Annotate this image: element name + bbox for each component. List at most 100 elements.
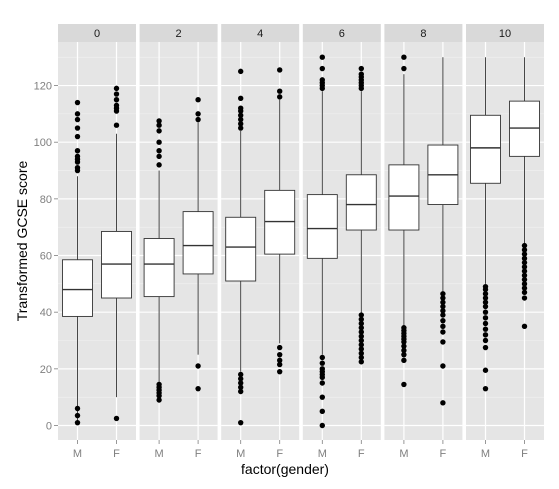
y-axis: 0 20 40 60 80 100 120 <box>34 81 58 433</box>
outlier-point <box>195 385 201 392</box>
facet-strip <box>466 24 544 42</box>
outlier-point <box>401 381 407 388</box>
box-iqr <box>306 194 338 259</box>
outlier-point <box>238 371 244 378</box>
box-iqr <box>509 100 540 157</box>
box-M-10 <box>470 57 501 392</box>
y-tick-label: 20 <box>40 364 52 376</box>
facet-strip <box>221 24 300 42</box>
facet-panel: 8 <box>384 24 463 440</box>
outlier-point <box>319 354 325 361</box>
outlier-point <box>440 295 446 301</box>
y-tick-label: 40 <box>40 307 52 319</box>
outlier-point <box>358 333 364 339</box>
box-iqr <box>264 189 296 255</box>
x-tick-label: F <box>113 448 120 460</box>
outlier-point <box>521 259 528 266</box>
outlier-point <box>482 283 489 290</box>
outlier-point <box>156 118 162 124</box>
outlier-point <box>482 303 489 310</box>
outlier-point <box>74 419 81 426</box>
outlier-point <box>74 405 81 412</box>
outlier-point <box>358 312 364 318</box>
outlier-point <box>358 325 364 331</box>
outlier-point <box>319 380 325 386</box>
outlier-point <box>482 337 489 344</box>
outlier-point <box>277 368 283 375</box>
outlier-point <box>358 329 364 335</box>
outlier-point <box>401 347 407 354</box>
outlier-point <box>156 128 162 134</box>
box-iqr <box>62 259 93 317</box>
facet-strip <box>302 24 381 42</box>
outlier-point <box>358 342 364 348</box>
outlier-point <box>74 116 81 123</box>
box-M-4 <box>225 68 257 426</box>
x-tick-label: F <box>276 448 283 460</box>
box-M-6 <box>306 54 338 429</box>
outlier-point <box>113 85 120 92</box>
outlier-point <box>319 77 325 83</box>
facet-panels: 0 2 4 6 8 10 <box>58 24 544 440</box>
outlier-point <box>238 121 244 127</box>
x-tick-label: F <box>358 448 365 460</box>
outlier-point <box>319 408 325 415</box>
outlier-point <box>319 65 325 72</box>
outlier-point <box>521 268 528 274</box>
outlier-point <box>156 122 162 128</box>
outlier-point <box>482 320 489 327</box>
outlier-point <box>113 415 120 422</box>
outlier-point <box>156 162 162 168</box>
outlier-point <box>238 68 244 75</box>
outlier-point <box>521 242 528 249</box>
facet-label: 0 <box>94 28 100 40</box>
y-tick-label: 100 <box>34 137 52 149</box>
outlier-point <box>277 94 283 100</box>
x-tick-label: M <box>481 448 490 460</box>
outlier-point <box>401 325 407 331</box>
outlier-point <box>440 400 446 406</box>
outlier-point <box>401 357 407 364</box>
outlier-point <box>521 272 528 279</box>
outlier-point <box>440 329 446 335</box>
outlier-point <box>319 366 325 372</box>
facet-panel: 2 <box>139 24 218 440</box>
outlier-point <box>521 251 528 257</box>
outlier-point <box>238 376 244 382</box>
outlier-point <box>521 285 528 291</box>
facet-label: 10 <box>499 28 511 40</box>
box-F-4 <box>264 67 296 375</box>
outlier-point <box>238 125 244 131</box>
box-iqr <box>101 230 132 299</box>
outlier-point <box>277 88 283 94</box>
outlier-point <box>195 97 201 103</box>
outlier-point <box>238 112 244 118</box>
outlier-point <box>156 381 162 388</box>
outlier-point <box>238 388 244 395</box>
facet-label: 4 <box>257 28 263 40</box>
x-tick-label: F <box>195 448 202 460</box>
y-axis-title: Transformed GCSE score <box>14 161 30 322</box>
outlier-point <box>440 291 446 297</box>
outlier-point <box>358 346 364 352</box>
outlier-point <box>440 323 446 330</box>
box-F-2 <box>182 97 214 392</box>
y-tick-label: 0 <box>46 421 52 433</box>
outlier-point <box>277 67 283 73</box>
outlier-point <box>74 99 81 106</box>
box-M-2 <box>143 118 175 403</box>
outlier-point <box>521 264 528 270</box>
outlier-point <box>482 344 489 351</box>
box-iqr <box>143 238 175 298</box>
outlier-point <box>319 394 325 400</box>
facet-label: 8 <box>420 28 426 40</box>
outlier-point <box>319 422 325 429</box>
outlier-point <box>401 343 407 349</box>
facet-panel: 6 <box>302 24 381 440</box>
outlier-point <box>74 125 81 131</box>
outlier-point <box>74 412 81 419</box>
facet-panel: 0 <box>58 24 136 440</box>
outlier-point <box>113 122 120 128</box>
outlier-point <box>401 351 407 358</box>
